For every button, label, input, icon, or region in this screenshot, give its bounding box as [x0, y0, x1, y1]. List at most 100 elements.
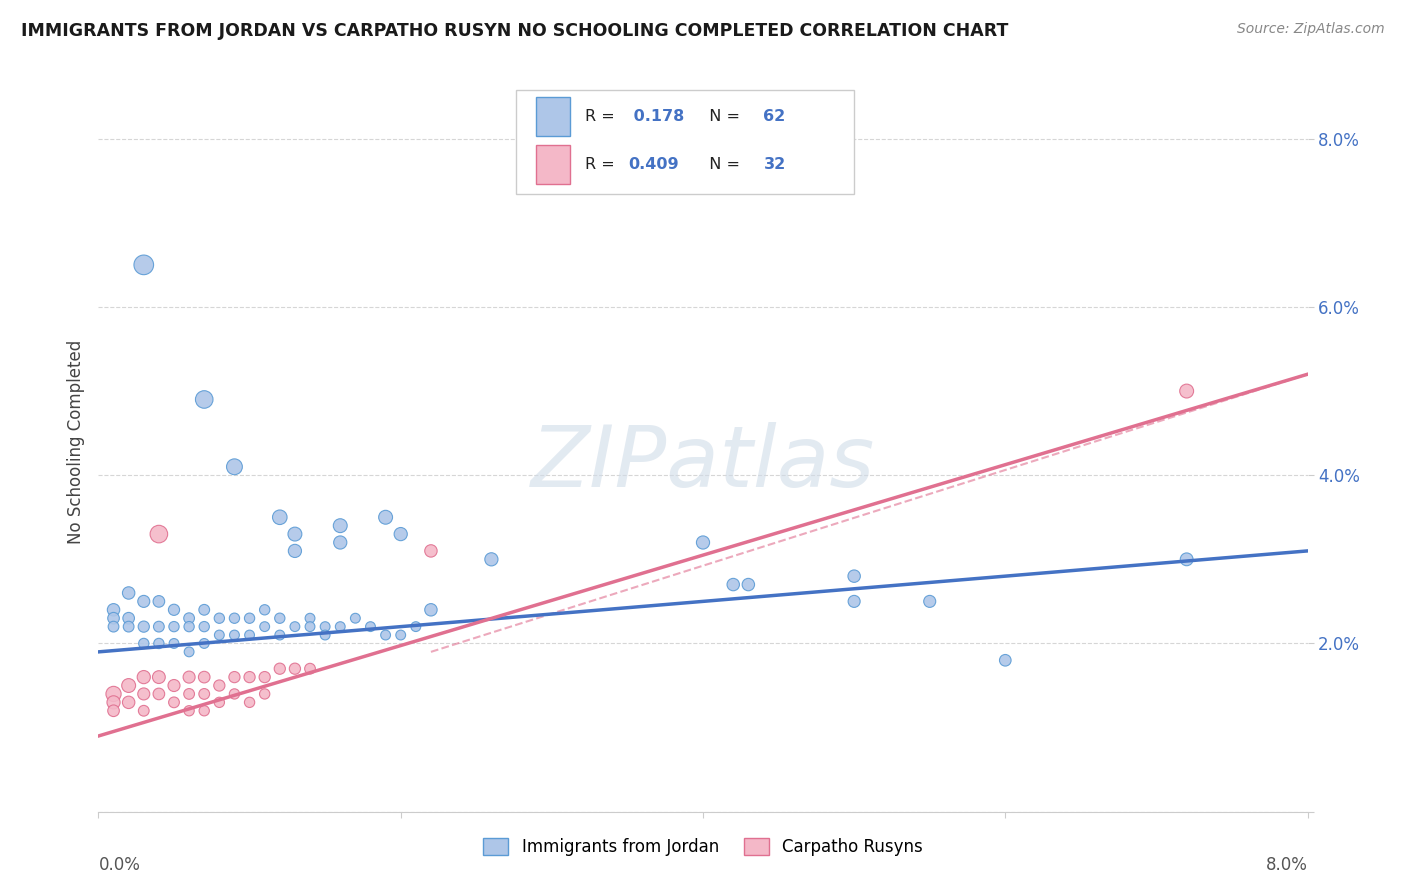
- Point: [103, 687, 125, 701]
- Point: [103, 704, 125, 718]
- Point: [224, 611, 246, 625]
- Point: [253, 687, 276, 701]
- Point: [103, 695, 125, 709]
- Text: 32: 32: [763, 157, 786, 172]
- Point: [132, 670, 155, 684]
- Point: [193, 636, 215, 650]
- Point: [284, 544, 307, 558]
- Point: [208, 679, 231, 693]
- Point: [193, 687, 215, 701]
- Point: [179, 687, 201, 701]
- Point: [163, 679, 186, 693]
- Point: [253, 619, 276, 633]
- Point: [329, 619, 352, 633]
- Point: [179, 611, 201, 625]
- Point: [179, 704, 201, 718]
- Point: [224, 670, 246, 684]
- Point: [329, 518, 352, 533]
- Text: 0.409: 0.409: [628, 157, 679, 172]
- Point: [148, 670, 170, 684]
- Point: [737, 577, 759, 591]
- Point: [224, 628, 246, 642]
- Text: Source: ZipAtlas.com: Source: ZipAtlas.com: [1237, 22, 1385, 37]
- FancyBboxPatch shape: [516, 90, 855, 194]
- Point: [193, 619, 215, 633]
- Point: [269, 628, 291, 642]
- Point: [389, 628, 412, 642]
- Point: [132, 687, 155, 701]
- Point: [239, 628, 262, 642]
- Point: [239, 611, 262, 625]
- Text: 8.0%: 8.0%: [1265, 856, 1308, 874]
- Point: [420, 544, 443, 558]
- Point: [179, 670, 201, 684]
- Point: [118, 586, 141, 600]
- Point: [208, 628, 231, 642]
- Point: [918, 594, 941, 608]
- Text: N =: N =: [699, 109, 745, 124]
- Point: [344, 611, 367, 625]
- Point: [148, 636, 170, 650]
- Text: 62: 62: [763, 109, 786, 124]
- Point: [148, 619, 170, 633]
- Point: [118, 695, 141, 709]
- Point: [269, 611, 291, 625]
- Point: [314, 619, 336, 633]
- Point: [299, 662, 322, 676]
- Point: [299, 611, 322, 625]
- Point: [193, 704, 215, 718]
- Point: [253, 670, 276, 684]
- Point: [253, 603, 276, 617]
- Point: [1175, 384, 1198, 398]
- Point: [103, 603, 125, 617]
- Point: [179, 619, 201, 633]
- Point: [329, 535, 352, 549]
- Text: R =: R =: [585, 157, 620, 172]
- Point: [193, 603, 215, 617]
- Point: [284, 619, 307, 633]
- Text: ZIPatlas: ZIPatlas: [531, 422, 875, 505]
- Point: [224, 459, 246, 474]
- Point: [118, 619, 141, 633]
- Point: [118, 679, 141, 693]
- Bar: [536, 97, 569, 136]
- Text: 0.0%: 0.0%: [98, 856, 141, 874]
- Point: [163, 695, 186, 709]
- Point: [193, 392, 215, 407]
- Point: [103, 619, 125, 633]
- Point: [163, 603, 186, 617]
- Point: [193, 670, 215, 684]
- Point: [723, 577, 745, 591]
- Point: [481, 552, 503, 566]
- Point: [118, 611, 141, 625]
- Point: [132, 636, 155, 650]
- Point: [844, 569, 866, 583]
- Point: [132, 594, 155, 608]
- Point: [239, 670, 262, 684]
- Legend: Immigrants from Jordan, Carpatho Rusyns: Immigrants from Jordan, Carpatho Rusyns: [477, 831, 929, 863]
- Point: [844, 594, 866, 608]
- Point: [132, 704, 155, 718]
- Point: [103, 611, 125, 625]
- Point: [314, 628, 336, 642]
- Point: [374, 510, 396, 524]
- Bar: [536, 145, 569, 184]
- Point: [132, 619, 155, 633]
- Point: [284, 527, 307, 541]
- Text: IMMIGRANTS FROM JORDAN VS CARPATHO RUSYN NO SCHOOLING COMPLETED CORRELATION CHAR: IMMIGRANTS FROM JORDAN VS CARPATHO RUSYN…: [21, 22, 1008, 40]
- Point: [994, 653, 1017, 667]
- Point: [208, 611, 231, 625]
- Point: [420, 603, 443, 617]
- Point: [299, 619, 322, 633]
- Point: [1175, 552, 1198, 566]
- Point: [148, 687, 170, 701]
- Point: [163, 636, 186, 650]
- Point: [692, 535, 714, 549]
- Point: [374, 628, 396, 642]
- Point: [163, 619, 186, 633]
- Point: [269, 510, 291, 524]
- Point: [224, 687, 246, 701]
- Point: [132, 258, 155, 272]
- Point: [239, 695, 262, 709]
- Point: [405, 619, 427, 633]
